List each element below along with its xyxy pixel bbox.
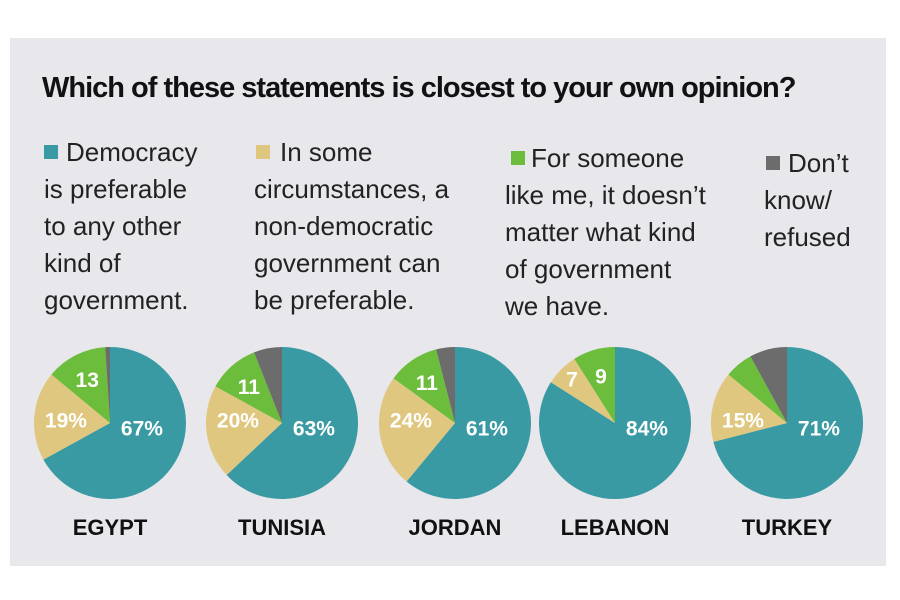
pie-slice-jordan-dont-know <box>436 347 455 423</box>
legend-label-dont-know: Don’t know/ refused <box>764 148 851 252</box>
country-label-tunisia: TUNISIA <box>238 515 326 540</box>
country-label-turkey: TURKEY <box>742 515 833 540</box>
slice-label-turkey-non-democratic: 15% <box>722 410 764 433</box>
pie-slice-egypt-non-democratic <box>34 374 110 460</box>
pie-slice-jordan-doesnt-matter <box>393 349 455 423</box>
slice-label-tunisia-non-democratic: 20% <box>217 410 259 433</box>
slice-label-egypt-doesnt-matter: 13 <box>76 369 99 392</box>
pie-slice-turkey-dont-know <box>750 347 787 423</box>
pie-slice-lebanon-doesnt-matter <box>574 347 615 423</box>
slice-label-jordan-doesnt-matter: 11 <box>416 372 439 395</box>
legend-item-dont-know: Don’t know/ refused <box>764 145 851 256</box>
pie-slice-tunisia-non-democratic <box>205 386 282 476</box>
pie-slice-egypt-doesnt-matter <box>51 347 110 423</box>
slice-label-lebanon-non-democratic: 7 <box>566 369 578 392</box>
pie-slice-egypt-democracy <box>43 347 186 500</box>
slice-label-lebanon-doesnt-matter: 9 <box>595 365 607 388</box>
country-label-lebanon: LEBANON <box>561 515 670 540</box>
legend-label-doesnt-matter: For someone like me, it doesn’t matter w… <box>505 143 706 321</box>
legend-swatch-dont-know <box>766 156 780 170</box>
pie-slice-tunisia-democracy <box>226 347 359 499</box>
slice-label-egypt-democracy: 67% <box>121 418 163 441</box>
slice-label-turkey-democracy: 71% <box>798 418 840 441</box>
pie-slice-tunisia-dont-know <box>254 347 282 423</box>
country-label-jordan: JORDAN <box>409 515 502 540</box>
legend-label-democracy: Democracy is preferable to any other kin… <box>44 137 198 315</box>
slice-label-jordan-democracy: 61% <box>466 418 508 441</box>
legend-item-non-democratic: In some circumstances, a non-democratic … <box>254 134 449 319</box>
pie-slice-lebanon-non-democratic <box>550 358 615 423</box>
legend-swatch-doesnt-matter <box>511 151 525 165</box>
slice-label-tunisia-doesnt-matter: 11 <box>238 376 261 399</box>
chart-title: Which of these statements is closest to … <box>42 72 796 104</box>
slice-label-lebanon-democracy: 84% <box>626 418 668 441</box>
legend-label-non-democratic: In some circumstances, a non-democratic … <box>254 137 450 315</box>
slice-label-egypt-non-democratic: 19% <box>45 410 87 433</box>
legend-swatch-non-democratic <box>256 145 270 159</box>
legend-item-democracy: Democracy is preferable to any other kin… <box>44 134 197 319</box>
pie-slice-turkey-non-democratic <box>711 374 787 442</box>
country-label-egypt: EGYPT <box>73 515 148 540</box>
slice-label-tunisia-democracy: 63% <box>293 418 335 441</box>
pie-slice-egypt-dont-know <box>105 347 110 423</box>
pie-slice-tunisia-doesnt-matter <box>215 352 282 423</box>
pie-slice-turkey-doesnt-matter <box>728 356 787 423</box>
legend-swatch-democracy <box>44 145 58 159</box>
legend-item-doesnt-matter: For someone like me, it doesn’t matter w… <box>505 140 706 325</box>
pie-slice-jordan-non-democratic <box>378 378 455 482</box>
pie-slice-jordan-democracy <box>406 346 531 499</box>
slice-label-jordan-non-democratic: 24% <box>390 410 432 433</box>
pie-slice-turkey-democracy <box>713 347 864 500</box>
